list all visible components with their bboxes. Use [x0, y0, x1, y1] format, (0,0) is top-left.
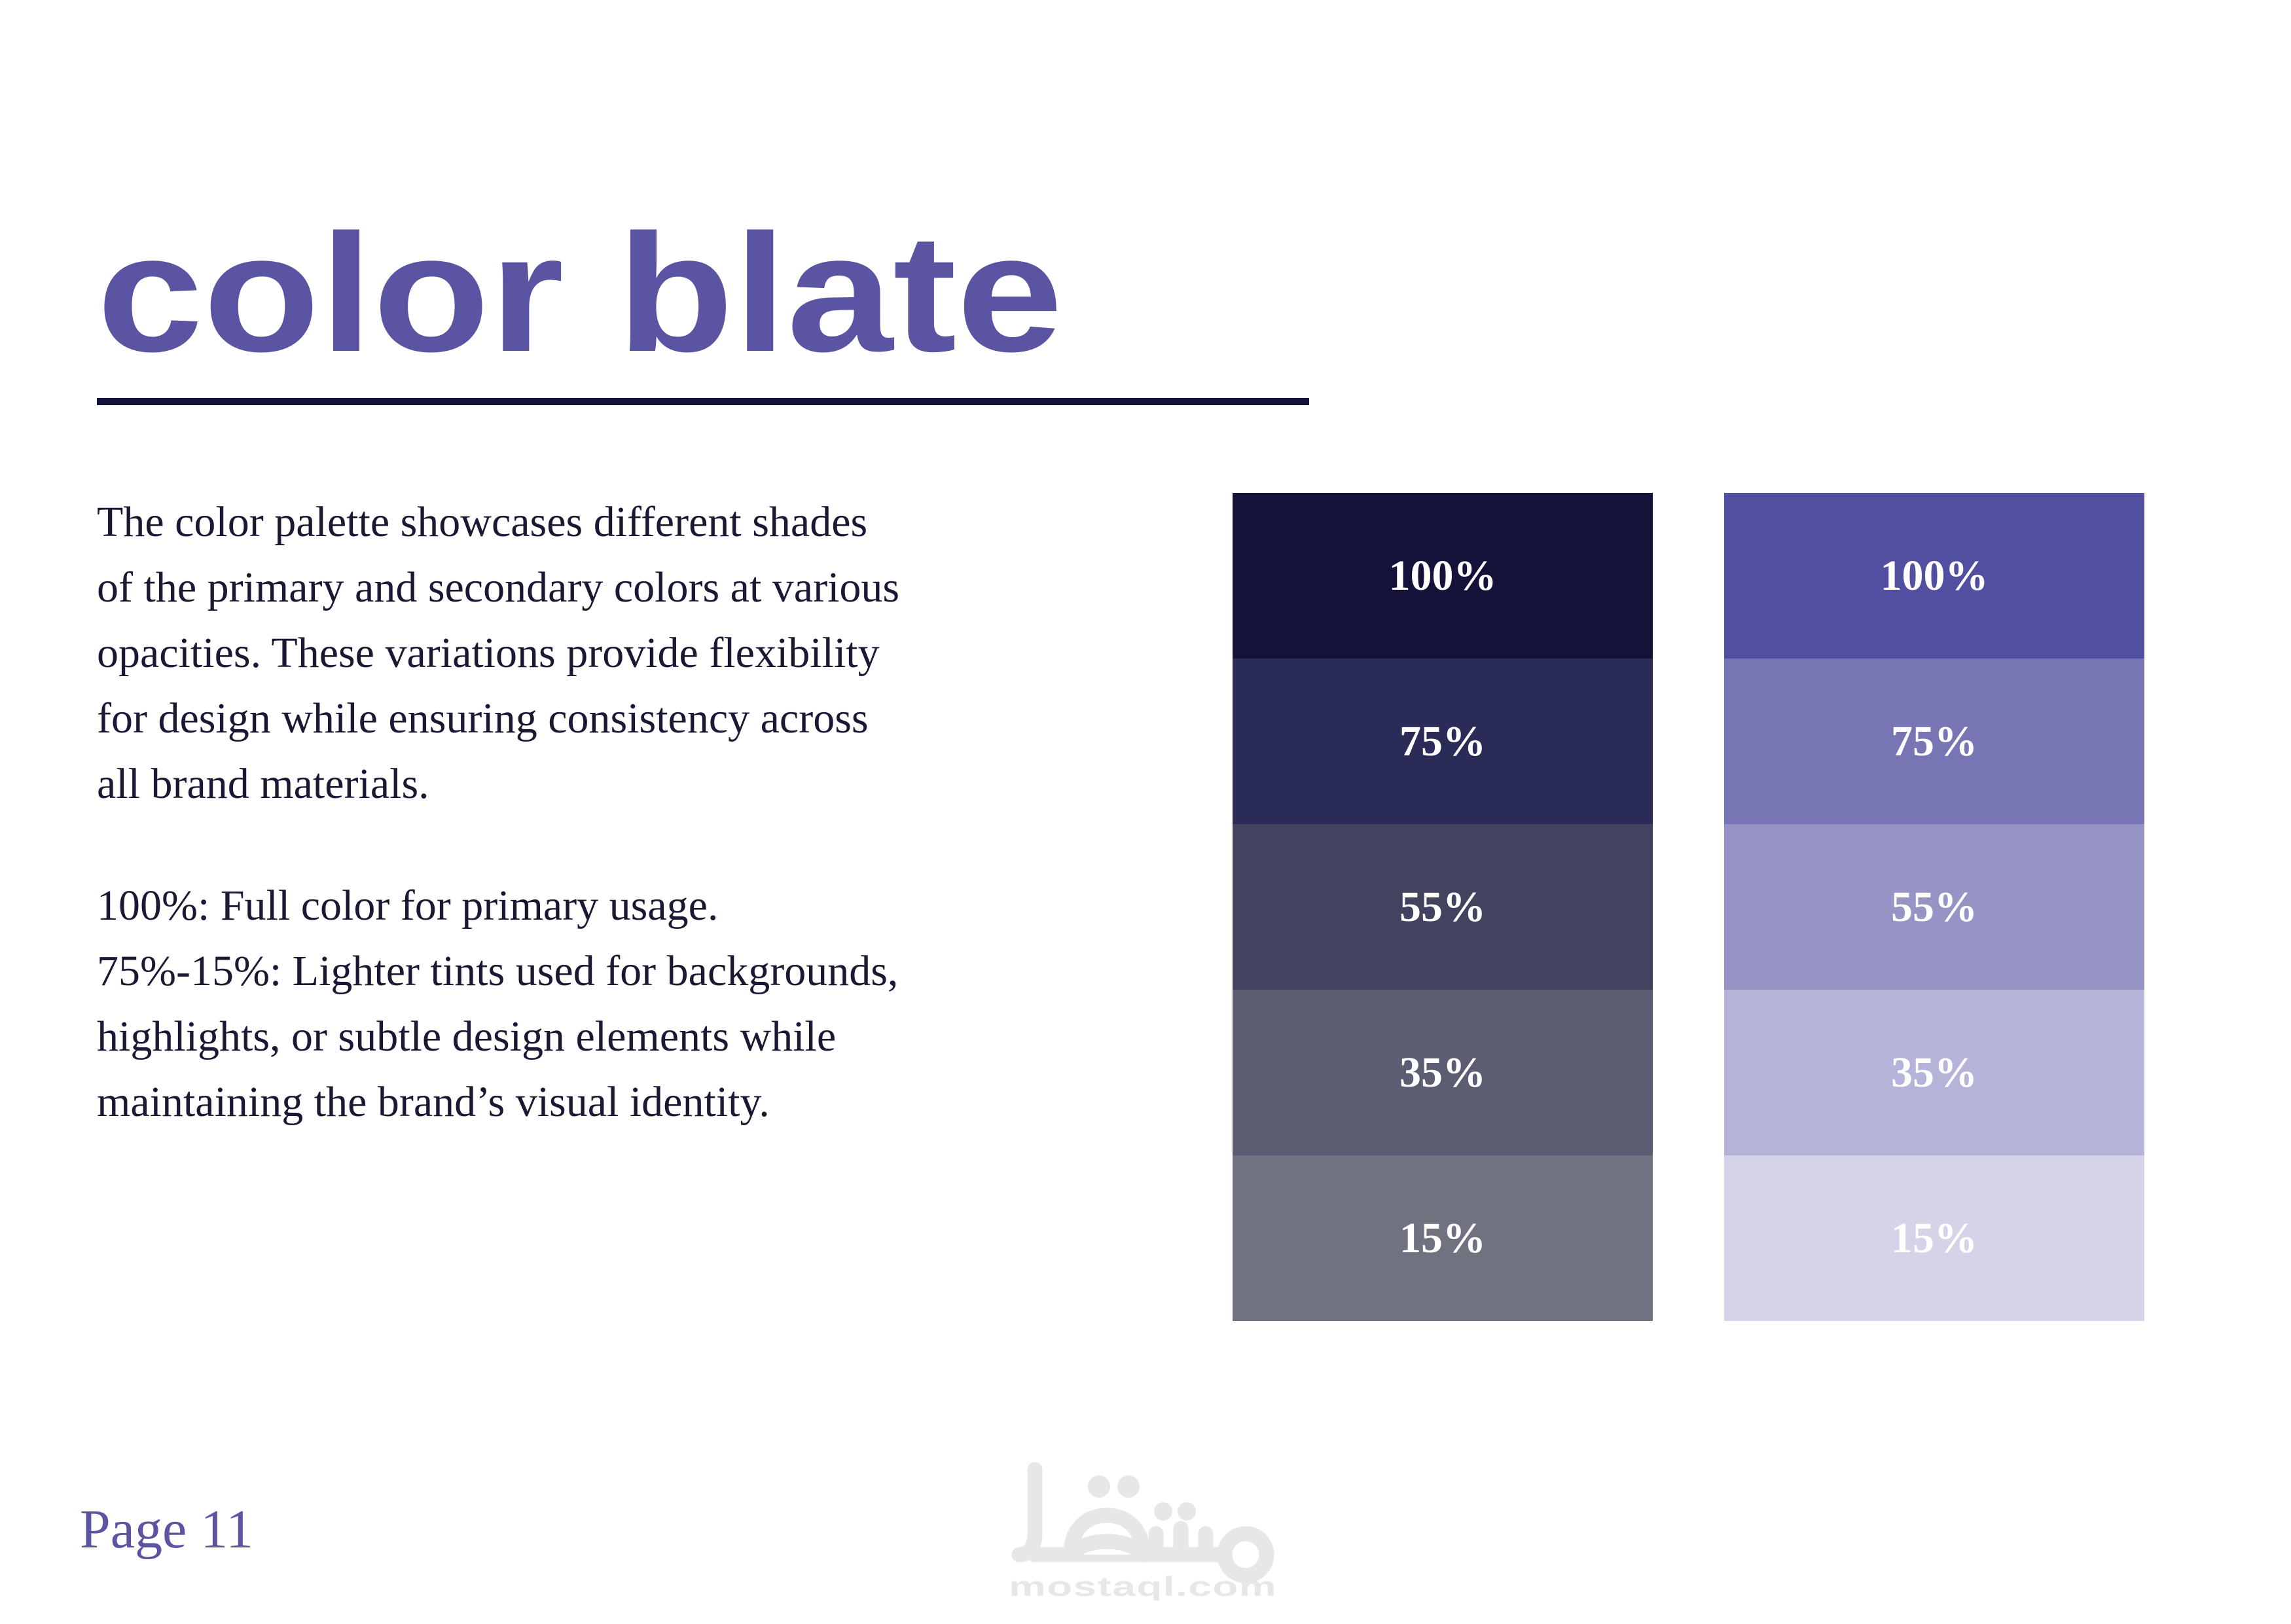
svg-text:mostaql.com: mostaql.com	[1009, 1571, 1277, 1600]
